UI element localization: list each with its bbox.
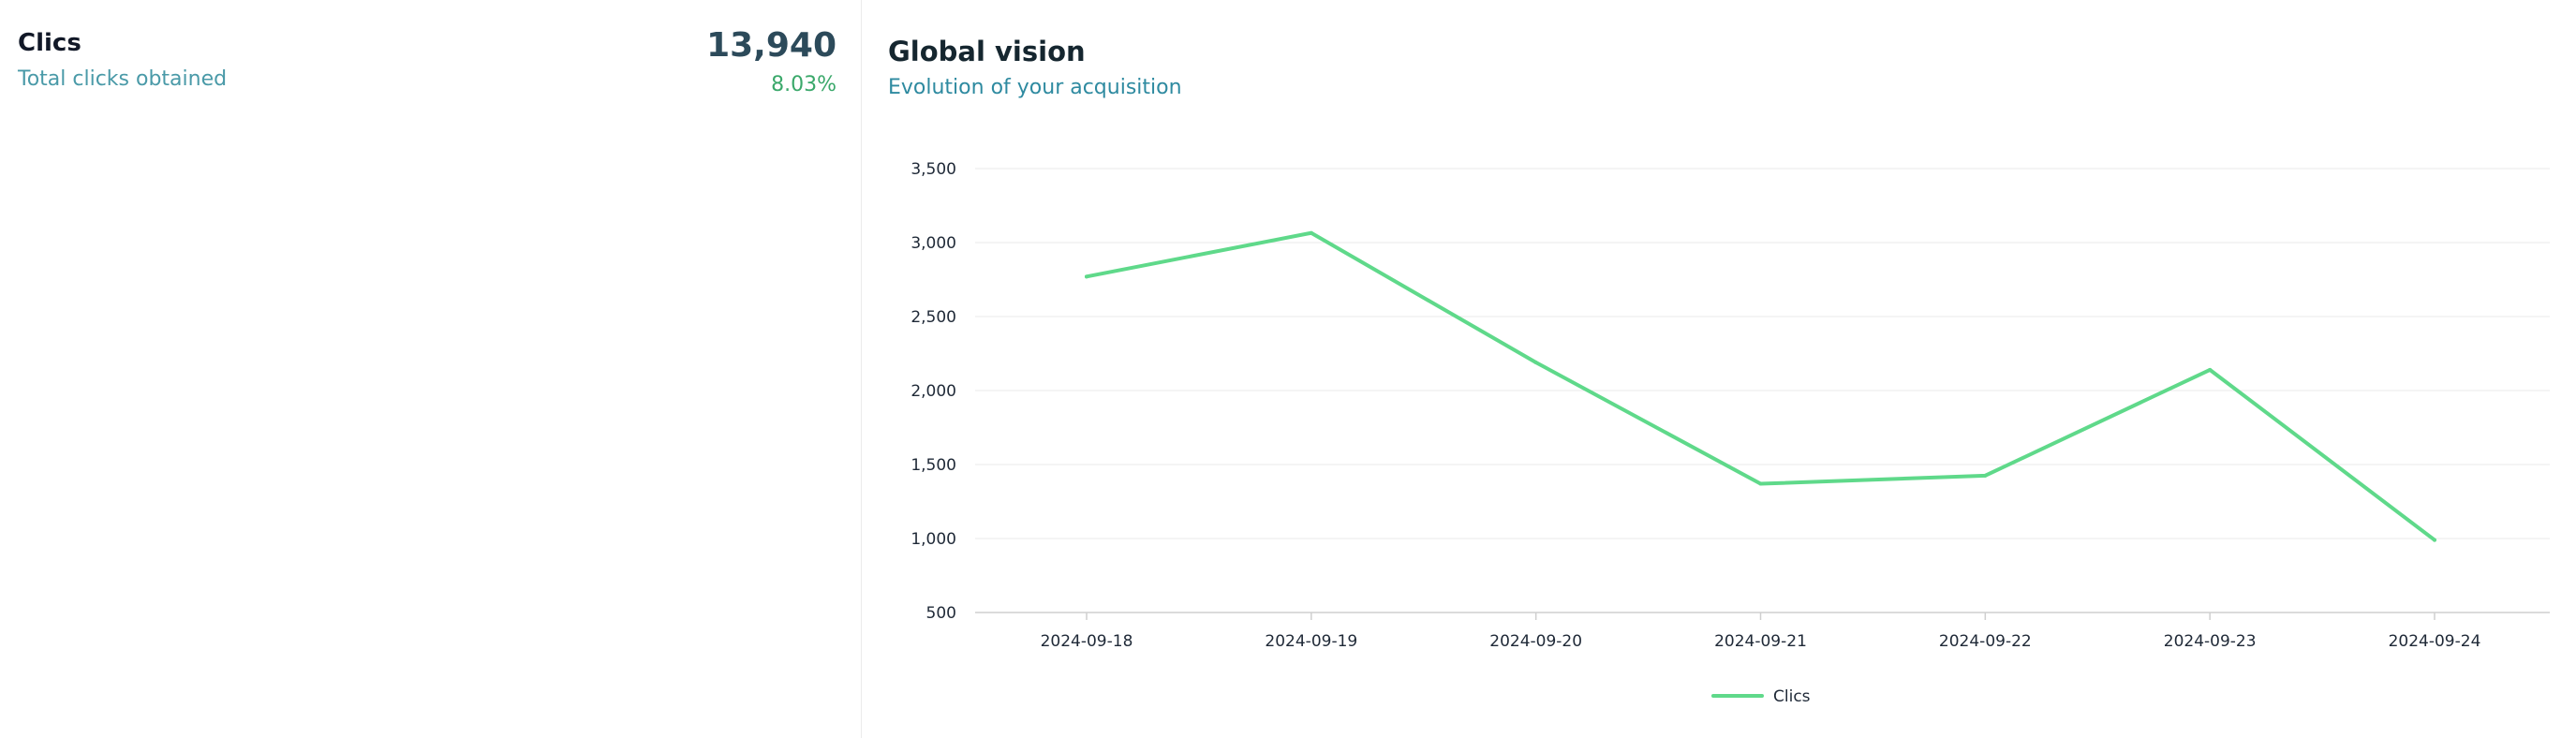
y-tick-label: 1,000 xyxy=(910,530,956,549)
data-point xyxy=(2208,367,2213,372)
y-tick-label: 2,000 xyxy=(910,382,956,401)
x-tick-label: 2024-09-21 xyxy=(1714,632,1807,651)
chart-subtitle: Evolution of your acquisition xyxy=(888,76,1182,99)
y-tick-label: 3,000 xyxy=(910,234,956,253)
x-tick-label: 2024-09-22 xyxy=(1939,632,2032,651)
chart-card: Global vision Evolution of your acquisit… xyxy=(863,0,2576,738)
y-tick-label: 1,500 xyxy=(910,456,956,475)
legend-label: Clics xyxy=(1773,687,1811,706)
data-point xyxy=(1085,274,1088,279)
data-point xyxy=(1309,230,1313,235)
x-tick-label: 2024-09-24 xyxy=(2389,632,2481,651)
series-line-clics xyxy=(1085,230,2436,542)
x-tick-label: 2024-09-19 xyxy=(1265,632,1357,651)
x-tick-label: 2024-09-23 xyxy=(2164,632,2257,651)
kpi-subtitle: Total clicks obtained xyxy=(18,67,228,91)
y-tick-label: 500 xyxy=(926,604,956,623)
kpi-change: 8.03% xyxy=(771,73,836,96)
line-chart: 500 1,000 1,500 2,000 2,500 3,000 3,500 2024-09… xyxy=(910,160,2550,706)
chart-title: Global vision xyxy=(888,36,1086,67)
y-tick-label: 2,500 xyxy=(910,308,956,327)
data-point xyxy=(1758,481,1763,486)
x-tick-label: 2024-09-20 xyxy=(1489,632,1582,651)
y-tick-label: 3,500 xyxy=(910,160,956,179)
kpi-card: Clics Total clicks obtained 13,940 8.03% xyxy=(0,0,862,738)
data-point xyxy=(1983,473,1988,478)
data-point xyxy=(1533,360,1538,364)
x-tick-label: 2024-09-18 xyxy=(1041,632,1133,651)
data-point xyxy=(2433,538,2436,542)
kpi-value: 13,940 xyxy=(706,26,836,65)
kpi-title: Clics xyxy=(18,29,81,57)
